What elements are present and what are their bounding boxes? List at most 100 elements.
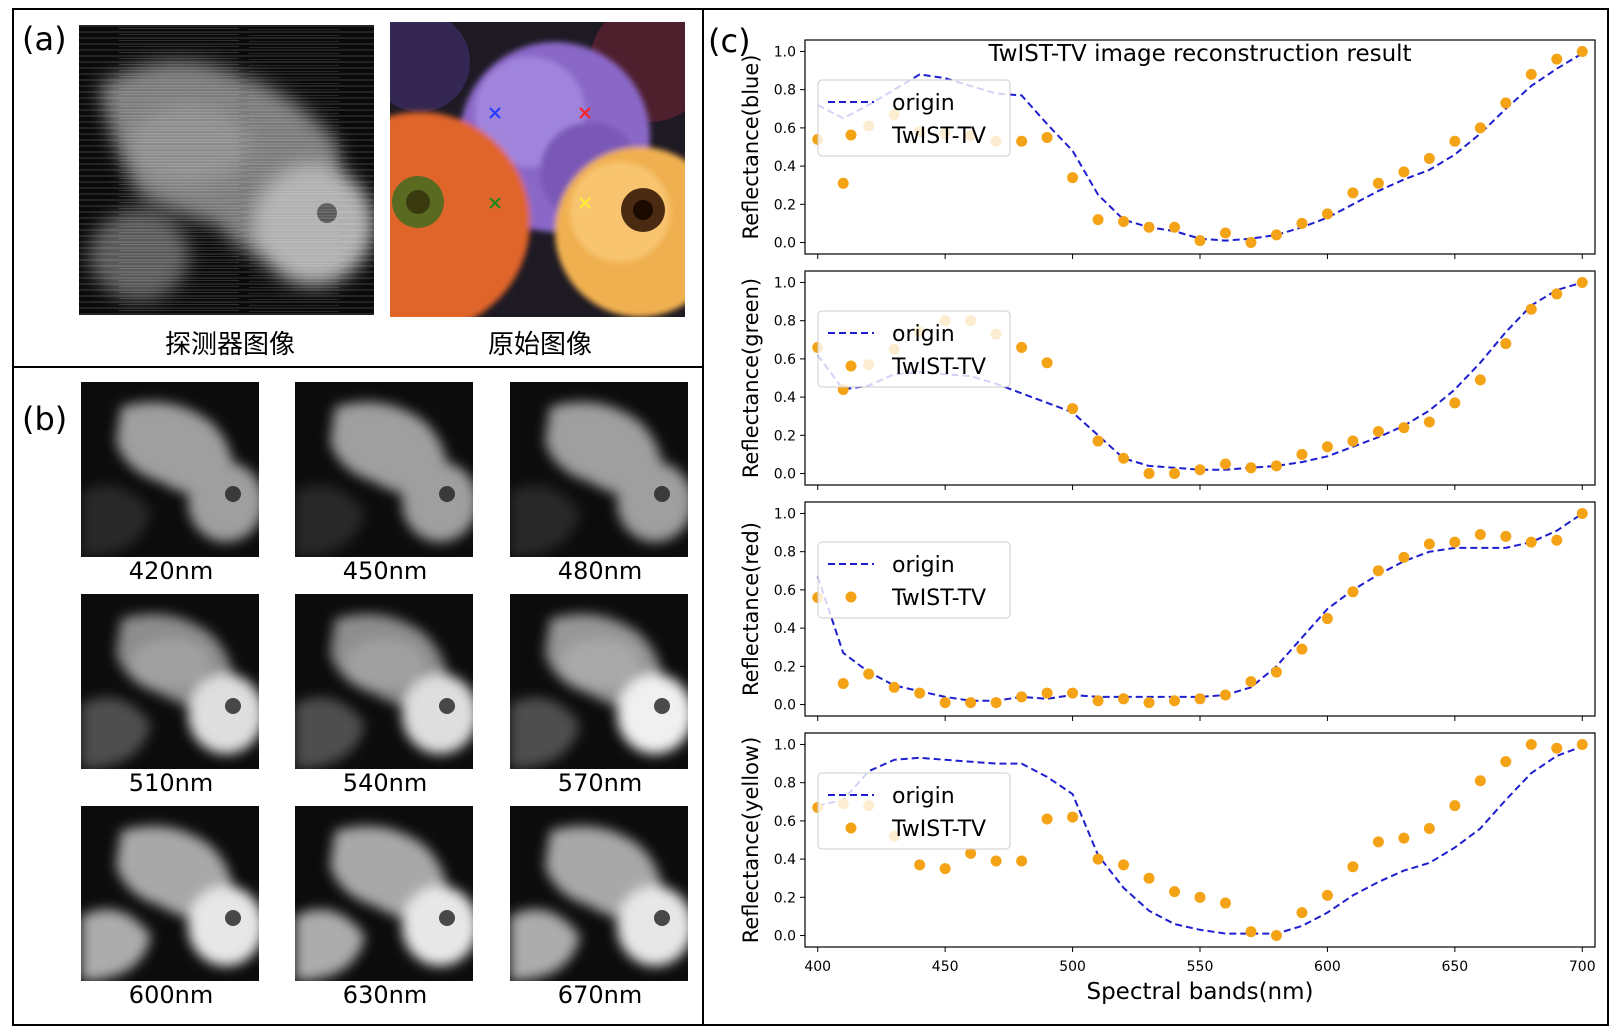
legend-twist-swatch [845,822,857,834]
detector-caption: 探测器图像 [164,330,295,360]
origin-series-line [817,745,1583,935]
legend: origin TwIST-TV [817,79,1011,157]
y-tick-label: 0.6 [774,583,796,599]
twist-point [1398,166,1410,178]
wavelength-label: 570nm [557,769,643,797]
twist-point [1143,872,1155,884]
vertical-divider [702,8,704,1026]
twist-point [1321,208,1333,220]
band-image [510,382,688,557]
original-caption: 原始图像 [487,330,592,360]
y-tick-label: 0.2 [774,197,796,213]
wavelength-label: 630nm [342,981,428,1009]
twist-point [1525,68,1537,80]
twist-point [1423,152,1435,164]
twist-point [990,855,1002,867]
wavelength-label: 600nm [128,981,214,1009]
twist-point [1067,403,1079,415]
subplot: 0.0 0.2 0.4 0.6 0.8 1.0 Reflectance(green) orig… [739,270,1596,490]
y-tick-label: 0.6 [774,814,796,830]
y-tick-label: 1.0 [774,737,796,753]
y-tick-label: 1.0 [774,44,796,60]
subplot: 0.0 0.2 0.4 0.6 0.8 1.0 400 450 500 550 600 650 700 R… [739,732,1596,975]
twist-point [1525,303,1537,315]
yellow-marker [579,197,591,209]
band-image [295,594,473,769]
twist-point [1296,448,1308,460]
chart-title: TwIST-TV image reconstruction result [987,41,1411,67]
twist-point [1245,926,1257,938]
legend-box [817,79,1011,157]
twist-point [1449,135,1461,147]
twist-point [1143,221,1155,233]
twist-point [914,687,926,699]
twist-point [1398,551,1410,563]
twist-point [1270,229,1282,241]
x-tick-label: 450 [932,959,959,975]
panel-c-label: (c) [708,22,751,60]
twist-point [1576,507,1588,519]
legend-twist-label: TwIST-TV [891,355,986,380]
twist-point [1551,742,1563,754]
twist-point [1067,687,1079,699]
legend-origin-label: origin [892,91,955,116]
twist-point [939,863,951,875]
twist-point [1067,811,1079,823]
twist-point [1041,131,1053,143]
y-tick-label: 0.0 [774,236,796,252]
y-axis-label: Reflectance(yellow) [739,737,763,944]
twist-point [1143,468,1155,480]
wavelength-label: 540nm [342,769,428,797]
twist-point [1092,214,1104,226]
legend-twist-swatch [845,129,857,141]
wavelength-label: 450nm [342,557,428,585]
twist-point [1270,666,1282,678]
twist-point [1016,691,1028,703]
twist-point [1347,435,1359,447]
legend-origin-label: origin [892,322,955,347]
twist-point [1423,823,1435,835]
twist-point [1347,861,1359,873]
x-tick-label: 500 [1059,959,1086,975]
twist-point [1219,689,1231,701]
twist-point [1092,695,1104,707]
twist-point [965,697,977,709]
band-image [81,806,259,981]
y-axis-label: Reflectance(green) [739,278,763,478]
twist-point [1092,853,1104,865]
twist-point [1194,693,1206,705]
legend-box [817,310,1011,388]
twist-point [888,681,900,693]
band-image [510,594,688,769]
y-tick-label: 1.0 [774,275,796,291]
legend-twist-label: TwIST-TV [891,817,986,842]
legend-twist-swatch [845,360,857,372]
twist-point [1296,217,1308,229]
twist-point [1118,859,1130,871]
band-image [81,594,259,769]
y-tick-label: 0.8 [774,776,796,792]
twist-point [1169,221,1181,233]
y-tick-label: 0.8 [774,545,796,561]
legend-origin-label: origin [892,553,955,578]
panel-b-label: (b) [22,400,68,438]
panel-a-label: (a) [22,20,67,58]
twist-point [1296,643,1308,655]
twist-point [1016,135,1028,147]
twist-point [965,847,977,859]
y-tick-label: 0.0 [774,698,796,714]
twist-point [1016,855,1028,867]
twist-point [1551,288,1563,300]
twist-point [1169,695,1181,707]
twist-point [1041,357,1053,369]
twist-point [1219,227,1231,239]
twist-point [1474,775,1486,787]
legend: origin TwIST-TV [817,310,1011,388]
twist-point [863,668,875,680]
green-marker [489,197,501,209]
y-tick-label: 0.2 [774,659,796,675]
y-tick-label: 0.4 [774,852,796,868]
twist-point [837,678,849,690]
twist-point [1270,460,1282,472]
